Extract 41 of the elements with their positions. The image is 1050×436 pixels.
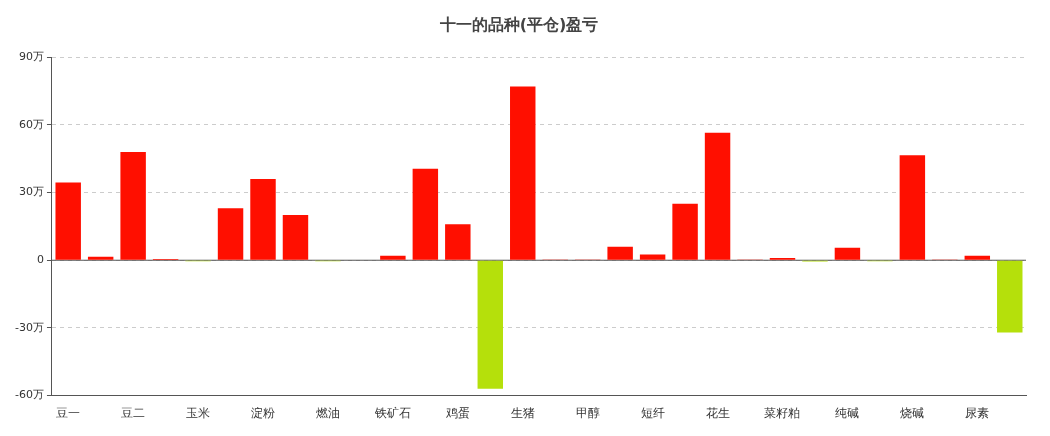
y-tick-label: 30万 bbox=[18, 185, 44, 199]
bar bbox=[412, 168, 439, 260]
x-tick-label: 短纤 bbox=[640, 405, 665, 420]
bar bbox=[964, 255, 991, 260]
bar bbox=[217, 208, 244, 260]
bar bbox=[55, 182, 81, 260]
bar bbox=[445, 224, 471, 260]
x-tick-label: 豆一 bbox=[56, 405, 81, 420]
x-tick-label: 豆二 bbox=[121, 405, 146, 420]
bar bbox=[282, 215, 309, 260]
x-tick-label: 花生 bbox=[705, 405, 730, 420]
bar bbox=[510, 86, 536, 260]
x-tick-label: 生猪 bbox=[510, 405, 535, 420]
x-tick-label: 烧碱 bbox=[900, 405, 925, 420]
y-tick-label: 60万 bbox=[18, 117, 44, 131]
bar bbox=[87, 256, 114, 260]
bar bbox=[639, 254, 666, 260]
x-tick-label: 鸡蛋 bbox=[444, 405, 470, 420]
bar bbox=[899, 155, 926, 260]
x-tick-label: 燃油 bbox=[315, 405, 340, 420]
x-tick-label: 尿素 bbox=[965, 405, 990, 420]
x-tick-label: 玉米 bbox=[186, 405, 211, 420]
bar bbox=[704, 132, 731, 260]
x-tick-label: 甲醇 bbox=[575, 405, 600, 420]
x-tick-label: 菜籽粕 bbox=[764, 405, 801, 420]
chart-title: 十一的品种(平仓)盈亏 bbox=[438, 14, 599, 34]
bar bbox=[120, 151, 146, 260]
y-tick-label: 90万 bbox=[18, 50, 44, 64]
y-tick-label: -30万 bbox=[15, 320, 44, 334]
bar bbox=[380, 255, 406, 260]
bar bbox=[477, 260, 504, 389]
x-tick-label: 铁矿石 bbox=[373, 405, 411, 420]
x-tick-label: 淀粉 bbox=[251, 405, 276, 420]
bar bbox=[607, 246, 633, 260]
bar bbox=[250, 179, 276, 260]
y-tick-label: 0 bbox=[36, 253, 44, 267]
x-tick-label: 纯碱 bbox=[835, 405, 860, 420]
y-tick-label: -60万 bbox=[15, 388, 44, 402]
bar bbox=[997, 260, 1023, 333]
bar bbox=[672, 203, 698, 260]
bar bbox=[834, 247, 861, 260]
